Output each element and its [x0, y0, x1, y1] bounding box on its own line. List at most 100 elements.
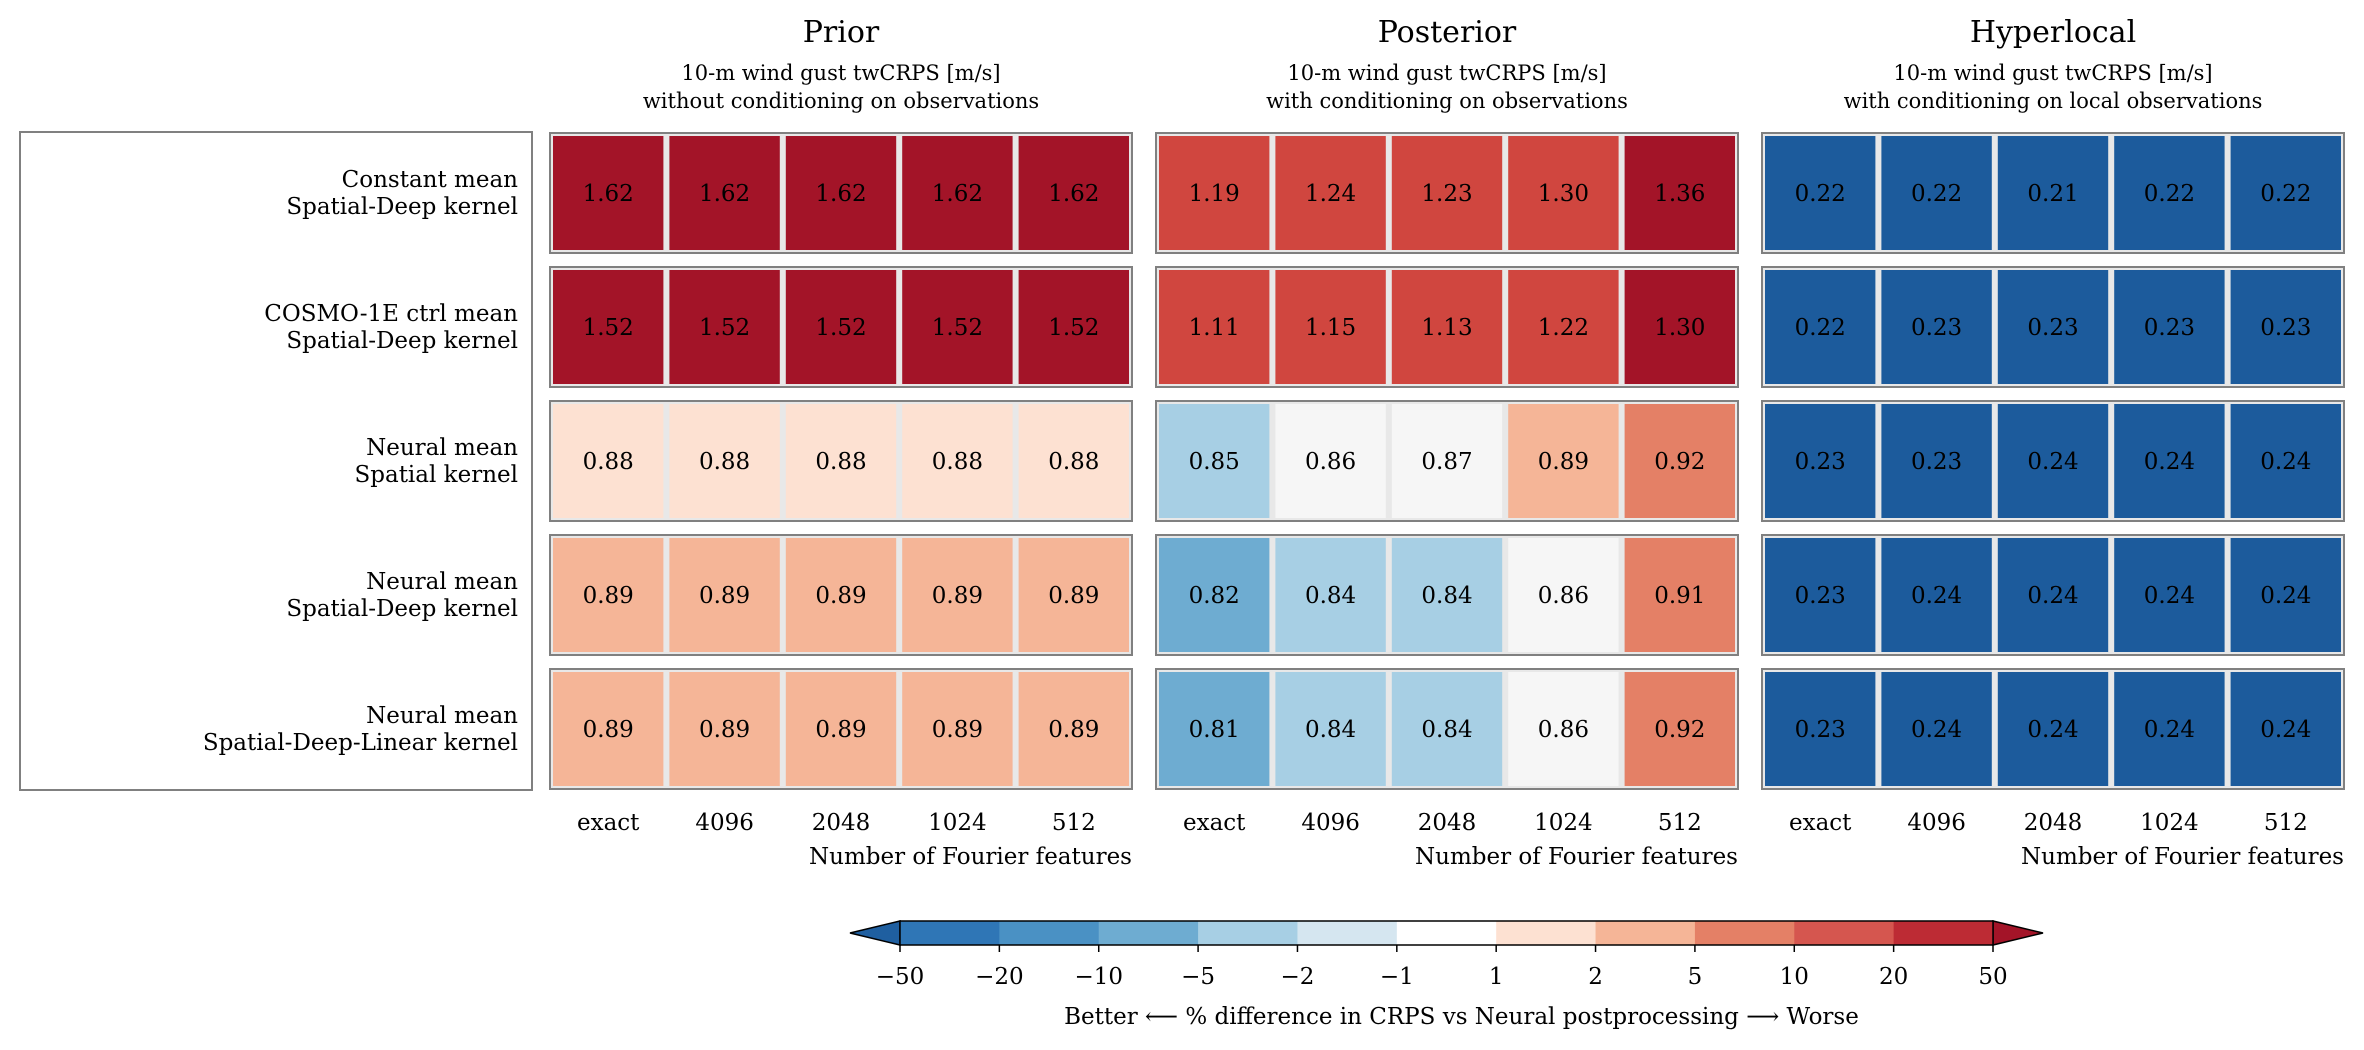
- heatmap-cell: [1391, 672, 1503, 786]
- cell-value-label: 1.62: [583, 181, 634, 207]
- heatmap-row: 0.22 0.23 0.23 0.23 0.23: [1761, 266, 2345, 388]
- heatmap-cell: [1508, 404, 1619, 518]
- heatmap-cell: [785, 136, 897, 250]
- heatmap-cell: [1765, 672, 1876, 786]
- row-label-line: Constant mean: [342, 167, 519, 193]
- heatmap-cell: [2230, 672, 2341, 786]
- row-frame: [1761, 668, 2345, 790]
- cell-value-label: 0.22: [1911, 181, 1962, 207]
- cell-value-label: 0.23: [2260, 315, 2311, 341]
- heatmap-cell: [785, 538, 897, 652]
- cell-value-label: 0.23: [1911, 315, 1962, 341]
- cell-value-label: 0.86: [1538, 717, 1589, 743]
- colorbar-tick-label: −5: [1181, 964, 1215, 990]
- panel-subtitle-line: with conditioning on observations: [1266, 89, 1628, 113]
- panel-subtitle-line: with conditioning on local observations: [1844, 89, 2263, 113]
- heatmap-row: 1.62 1.62 1.62 1.62 1.62: [549, 132, 1133, 254]
- cell-value-label: 0.24: [1911, 583, 1962, 609]
- colorbar-tick-label: 20: [1879, 964, 1908, 990]
- heatmap-cell: [1275, 270, 1386, 384]
- cell-value-label: 0.23: [1795, 717, 1846, 743]
- heatmap-cell: [785, 672, 897, 786]
- cell-value-label: 1.22: [1538, 315, 1589, 341]
- row-frame: [1761, 266, 2345, 388]
- heatmap-row: 1.19 1.24 1.23 1.30 1.36: [1155, 132, 1739, 254]
- heatmap-cell: [1881, 404, 1992, 518]
- row-frame: [549, 668, 1133, 790]
- heatmap-cell: [1997, 404, 2109, 518]
- cell-value-label: 0.85: [1189, 449, 1240, 475]
- x-tick-label: 512: [1658, 810, 1702, 836]
- colorbar-tick-label: 5: [1688, 964, 1703, 990]
- row-label-line: Spatial-Deep kernel: [286, 596, 518, 622]
- cell-value-label: 1.62: [1048, 181, 1099, 207]
- cell-value-label: 1.62: [815, 181, 866, 207]
- heatmap-cell: [1018, 136, 1129, 250]
- heatmap-cell: [553, 270, 664, 384]
- row-label-line: Spatial-Deep kernel: [286, 194, 518, 220]
- heatmap-cell: [1997, 538, 2109, 652]
- cell-value-label: 0.86: [1538, 583, 1589, 609]
- heatmap-cell: [1508, 136, 1619, 250]
- heatmap-cell: [2230, 270, 2341, 384]
- colorbar-tick-label: −1: [1380, 964, 1414, 990]
- x-tick-label: 1024: [1534, 810, 1593, 836]
- heatmap-cell: [1159, 136, 1270, 250]
- panel-subtitle-line: without conditioning on observations: [643, 89, 1039, 113]
- heatmap-cell: [553, 404, 664, 518]
- row-frame: [549, 266, 1133, 388]
- cell-value-label: 0.23: [2027, 315, 2078, 341]
- heatmap-row: 0.23 0.24 0.24 0.24 0.24: [1761, 668, 2345, 790]
- heatmap-cell: [2114, 404, 2225, 518]
- heatmap-cell: [1765, 136, 1876, 250]
- panel-hyperlocal: Hyperlocal 10-m wind gust twCRPS [m/s] wit…: [1761, 15, 2345, 870]
- cell-value-label: 0.22: [1795, 181, 1846, 207]
- cell-value-label: 0.23: [1911, 449, 1962, 475]
- heatmap-cell: [1881, 672, 1992, 786]
- heatmap-row: 1.52 1.52 1.52 1.52 1.52: [549, 266, 1133, 388]
- cell-value-label: 0.86: [1305, 449, 1356, 475]
- cell-value-label: 0.87: [1421, 449, 1472, 475]
- colorbar-bin: [1694, 921, 1795, 945]
- heatmap-cell: [2230, 136, 2341, 250]
- panel-subtitle-line: 10-m wind gust twCRPS [m/s]: [681, 61, 1000, 85]
- colorbar-tick-label: −2: [1281, 964, 1315, 990]
- cell-value-label: 0.89: [699, 583, 750, 609]
- row-frame: [1155, 266, 1739, 388]
- cell-value-label: 0.84: [1305, 583, 1356, 609]
- cell-value-label: 1.52: [1048, 315, 1099, 341]
- heatmap-cell: [553, 672, 664, 786]
- x-tick-label: 4096: [1907, 810, 1966, 836]
- heatmap-cell: [2114, 672, 2225, 786]
- row-frame: [1761, 400, 2345, 522]
- x-tick-label: 2048: [812, 810, 871, 836]
- heatmap-cell: [669, 404, 780, 518]
- heatmap-cell: [902, 538, 1013, 652]
- heatmap-cell: [1508, 672, 1619, 786]
- x-tick-label: 1024: [928, 810, 987, 836]
- cell-value-label: 0.22: [1795, 315, 1846, 341]
- heatmap-row: 0.89 0.89 0.89 0.89 0.89: [549, 668, 1133, 790]
- heatmap-cell: [1624, 672, 1735, 786]
- cell-value-label: 0.22: [2260, 181, 2311, 207]
- colorbar-tick-label: 2: [1588, 964, 1603, 990]
- heatmap-cell: [1018, 672, 1129, 786]
- cell-value-label: 0.24: [2027, 717, 2078, 743]
- x-tick-label: exact: [577, 810, 640, 836]
- heatmap-cell: [785, 270, 897, 384]
- row-frame: [1761, 132, 2345, 254]
- colorbar-bin: [999, 921, 1100, 945]
- cell-value-label: 0.23: [1795, 449, 1846, 475]
- panel-subtitle-line: 10-m wind gust twCRPS [m/s]: [1893, 61, 2212, 85]
- heatmap-row: 1.11 1.15 1.13 1.22 1.30: [1155, 266, 1739, 388]
- cell-value-label: 0.24: [2260, 449, 2311, 475]
- row-frame: [549, 132, 1133, 254]
- cell-value-label: 1.36: [1654, 181, 1705, 207]
- x-axis-label: Number of Fourier features: [809, 844, 1132, 870]
- cell-value-label: 1.30: [1538, 181, 1589, 207]
- cell-value-label: 1.23: [1421, 181, 1472, 207]
- row-frame: [549, 534, 1133, 656]
- cell-value-label: 1.15: [1305, 315, 1356, 341]
